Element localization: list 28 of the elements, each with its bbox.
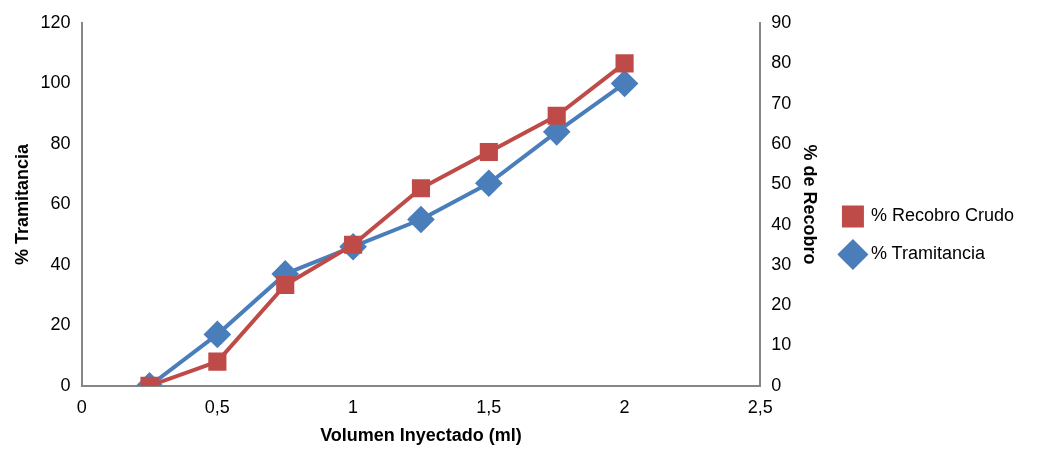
y2-tick-label: 80 <box>771 52 792 73</box>
y2-axis-title: % de Recobro <box>800 144 821 265</box>
x-axis-title: Volumen Inyectado (ml) <box>320 425 522 446</box>
y2-tick-label: 10 <box>771 334 792 355</box>
x-tick-label: 0,5 <box>204 396 230 417</box>
y2-tick-label: 40 <box>771 213 792 234</box>
y-tick-label: 60 <box>50 193 71 214</box>
x-tick-label: 2 <box>619 396 630 417</box>
x-tick-label: 2,5 <box>747 396 773 417</box>
legend-label: % Tramitancia <box>870 243 986 264</box>
y-axis-title: % Tramitancia <box>11 142 32 265</box>
x-tick-label: 0 <box>76 396 87 417</box>
y2-tick-label: 70 <box>771 92 792 113</box>
y2-tick-label: 90 <box>771 11 792 32</box>
y2-tick-label: 50 <box>771 173 792 194</box>
y-tick-label: 20 <box>50 314 71 335</box>
x-tick-label: 1,5 <box>476 396 502 417</box>
y-tick-label: 40 <box>50 253 71 274</box>
y-tick-label: 0 <box>60 374 71 395</box>
y-tick-label: 80 <box>50 132 71 153</box>
y2-tick-label: 30 <box>771 253 792 274</box>
y2-tick-label: 20 <box>771 294 792 315</box>
y2-tick-label: 0 <box>771 374 782 395</box>
x-tick-label: 1 <box>348 396 359 417</box>
legend-label: % Recobro Crudo <box>870 205 1015 226</box>
y2-tick-label: 60 <box>771 132 792 153</box>
y-tick-label: 120 <box>40 11 71 32</box>
y-tick-label: 100 <box>40 72 71 93</box>
